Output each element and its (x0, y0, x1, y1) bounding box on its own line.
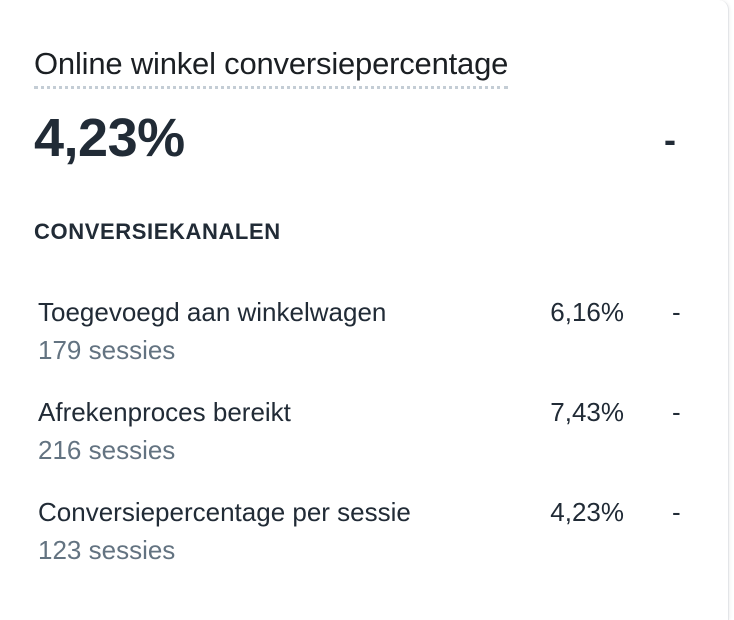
conversion-rate-change: - (664, 119, 676, 160)
row-percentage: 7,43% (550, 397, 624, 427)
section-heading: CONVERSIEKANALEN (34, 219, 281, 244)
row-label: Toegevoegd aan winkelwagen (38, 297, 387, 327)
row-label: Afrekenproces bereikt (38, 397, 291, 427)
conversion-rate-value: 4,23% (34, 108, 185, 168)
row-change: - (672, 497, 681, 527)
row-percentage: 4,23% (550, 497, 624, 527)
row-percentage: 6,16% (550, 297, 624, 327)
row-change: - (672, 297, 681, 327)
row-label: Conversiepercentage per sessie (38, 497, 411, 527)
list-item: Toegevoegd aan winkelwagen 179 sessies 6… (38, 296, 698, 376)
row-sessions: 179 sessies (38, 335, 176, 365)
row-sessions: 216 sessies (38, 435, 176, 465)
row-change: - (672, 397, 681, 427)
list-item: Afrekenproces bereikt 216 sessies 7,43% … (38, 396, 698, 476)
card-title[interactable]: Online winkel conversiepercentage (34, 45, 508, 89)
list-item: Conversiepercentage per sessie 123 sessi… (38, 496, 698, 576)
row-sessions: 123 sessies (38, 535, 176, 565)
